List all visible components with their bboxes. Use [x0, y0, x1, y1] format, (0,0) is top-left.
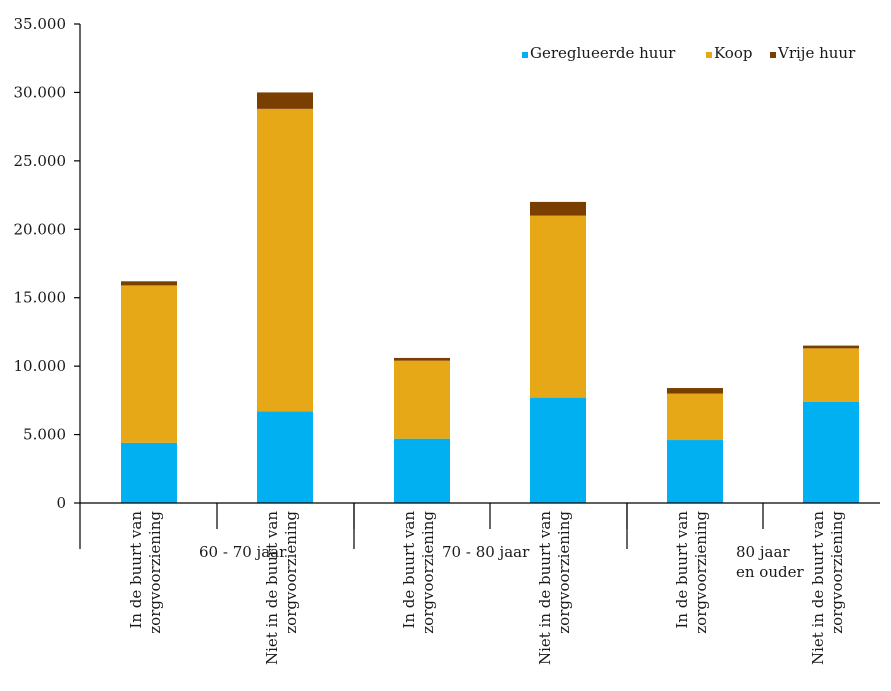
x-category-label-line: zorgvoorziening: [419, 511, 437, 634]
legend-swatch: [522, 52, 528, 58]
bar-segment-3-cat-3: [394, 357, 450, 361]
bar-segment-2-cat-1: [121, 285, 177, 443]
x-group-label: 60 - 70 jaar: [199, 543, 287, 561]
bar-segment-2-cat-6: [803, 348, 859, 402]
x-category-label-line: zorgvoorziening: [692, 511, 710, 634]
x-category-label: In de buurt vanzorgvoorziening: [400, 511, 437, 634]
x-category-label: Niet in de buurt vanzorgvoorziening: [536, 511, 573, 665]
y-tick-label: 20.000: [14, 220, 67, 238]
legend: Gereglueerde huur Koop Vrije huur: [522, 44, 856, 62]
bar-segment-1-cat-6: [803, 401, 859, 503]
x-group-label: 70 - 80 jaar: [442, 543, 530, 561]
legend-label: Vrije huur: [777, 44, 856, 62]
x-category-label-line: zorgvoorziening: [282, 511, 300, 634]
legend-label: Koop: [714, 44, 752, 62]
x-category-label-line: Niet in de buurt van: [536, 511, 554, 665]
x-category-label-line: In de buurt van: [673, 511, 691, 629]
y-tick-label: 35.000: [14, 15, 67, 33]
x-category-label-line: zorgvoorziening: [828, 511, 846, 634]
bar-segment-1-cat-3: [394, 438, 450, 503]
bar-segment-3-cat-1: [121, 281, 177, 286]
legend-swatch: [770, 52, 776, 58]
bar-segment-1-cat-1: [121, 442, 177, 503]
x-group-label: 80 jaar en ouder: [736, 543, 804, 581]
bar-segment-1-cat-2: [257, 411, 313, 503]
x-axis: In de buurt vanzorgvoorziening Niet in de…: [79, 502, 880, 665]
y-tick-label: 25.000: [14, 152, 67, 170]
x-category-label-line: In de buurt van: [400, 511, 418, 629]
bar-segment-3-cat-5: [667, 388, 723, 394]
x-group-label-line: 70 - 80 jaar: [442, 543, 530, 561]
bar-segment-2-cat-4: [530, 215, 586, 398]
x-group-label-line: en ouder: [736, 563, 804, 581]
bar-segment-3-cat-6: [803, 345, 859, 349]
x-category-label-line: Niet in de buurt van: [809, 511, 827, 665]
y-tick-label: 15.000: [14, 289, 67, 307]
y-tick-label: 5.000: [23, 426, 66, 444]
bar-segment-3-cat-4: [530, 201, 586, 216]
y-tick-label: 10.000: [14, 357, 67, 375]
bar-segment-1-cat-4: [530, 397, 586, 503]
bar-segment-3-cat-2: [257, 92, 313, 109]
x-category-label-line: zorgvoorziening: [146, 511, 164, 634]
x-category-label: In de buurt vanzorgvoorziening: [673, 511, 710, 634]
y-tick-label: 0: [56, 494, 66, 512]
x-category-label: Niet in de buurt vanzorgvoorziening: [809, 511, 846, 665]
bar-segment-1-cat-5: [667, 440, 723, 503]
bars: [121, 92, 859, 503]
x-category-label-line: In de buurt van: [127, 511, 145, 629]
x-group-label-line: 80 jaar: [736, 543, 790, 561]
x-category-label-line: zorgvoorziening: [555, 511, 573, 634]
legend-label: Gereglueerde huur: [530, 44, 676, 62]
bar-segment-2-cat-2: [257, 108, 313, 412]
x-category-label-line: Niet in de buurt van: [263, 511, 281, 665]
bar-segment-2-cat-3: [394, 360, 450, 439]
y-tick-label: 30.000: [14, 83, 67, 101]
x-group-label-line: 60 - 70 jaar: [199, 543, 287, 561]
y-axis: 0 5.000 10.000 15.000 20.000 25.000 30.000 35.0…: [14, 15, 81, 512]
bar-segment-2-cat-5: [667, 393, 723, 441]
legend-swatch: [706, 52, 712, 58]
x-category-label: Niet in de buurt vanzorgvoorziening: [263, 511, 300, 665]
x-category-label: In de buurt vanzorgvoorziening: [127, 511, 164, 634]
